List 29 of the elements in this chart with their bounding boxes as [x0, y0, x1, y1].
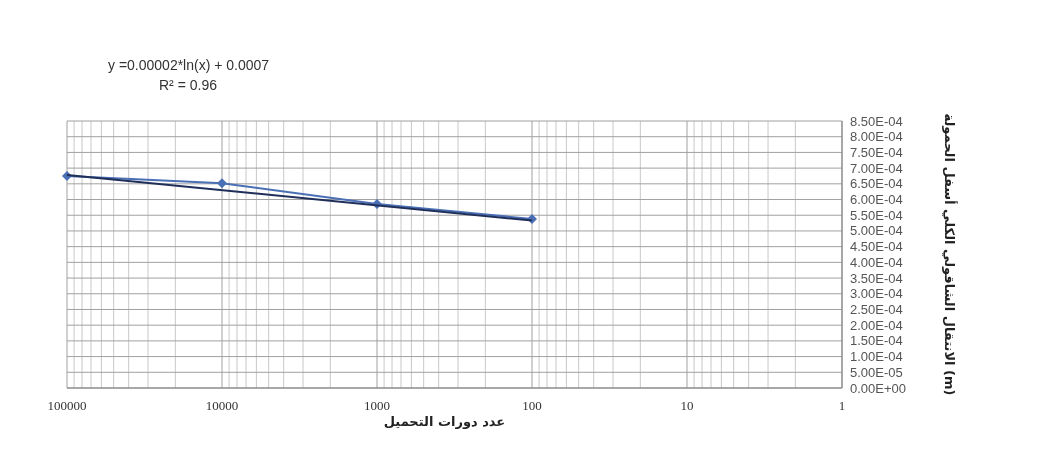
text: y =0.00002*ln(x) + 0.0007 [108, 57, 270, 73]
y-tick-label: 3.00E-04 [850, 286, 903, 302]
y-tick-label: 6.50E-04 [850, 176, 903, 192]
y-tick-label: 2.50E-04 [850, 301, 903, 317]
y-tick-label: 0.00E+00 [850, 380, 907, 396]
text: R² = 0.96 [159, 77, 218, 93]
y-tick-label: 8.50E-04 [850, 113, 903, 129]
y-tick-label: 7.50E-04 [850, 144, 903, 160]
y-tick-label: 7.00E-04 [850, 160, 903, 176]
y-tick-label: 5.00E-04 [850, 223, 903, 239]
x-tick-label: 10 [680, 398, 694, 413]
x-axis-title: عدد دورات التحميل [383, 414, 506, 429]
x-tick-label: 100 [522, 398, 542, 413]
y-tick-label: 5.00E-05 [850, 364, 903, 380]
x-tick-label: 1 [838, 398, 846, 413]
y-tick-label: 1.50E-04 [850, 333, 903, 349]
y-tick-label: 1.00E-04 [850, 349, 903, 365]
x-tick-label: 10000 [205, 398, 239, 413]
y-tick-label: 3.50E-04 [850, 270, 903, 286]
y-tick-label: 2.00E-04 [850, 317, 903, 333]
y-tick-label: 5.50E-04 [850, 207, 903, 223]
point [217, 178, 227, 189]
x-tick-label: 1000 [364, 398, 390, 413]
y-axis-title: الانتقال الشاقولي الكلي أسفل الحمولة (m) [942, 113, 958, 396]
x-tick-label: 100000 [47, 398, 87, 413]
y-tick-label: 6.00E-04 [850, 192, 903, 208]
y-tick-label: 4.50E-04 [850, 239, 903, 255]
y-tick-label: 8.00E-04 [850, 129, 903, 145]
y-tick-label: 4.00E-04 [850, 254, 903, 270]
